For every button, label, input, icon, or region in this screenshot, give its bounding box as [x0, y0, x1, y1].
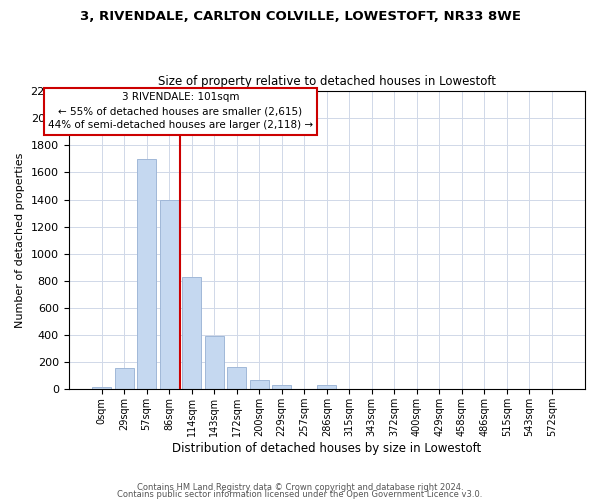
Text: Contains public sector information licensed under the Open Government Licence v3: Contains public sector information licen… [118, 490, 482, 499]
Text: Contains HM Land Registry data © Crown copyright and database right 2024.: Contains HM Land Registry data © Crown c… [137, 484, 463, 492]
Bar [205, 336, 224, 390]
X-axis label: Distribution of detached houses by size in Lowestoft: Distribution of detached houses by size … [172, 442, 481, 455]
Title: Size of property relative to detached houses in Lowestoft: Size of property relative to detached ho… [158, 76, 496, 88]
Bar [317, 385, 337, 390]
Bar [227, 367, 246, 390]
Text: 3 RIVENDALE: 101sqm
← 55% of detached houses are smaller (2,615)
44% of semi-det: 3 RIVENDALE: 101sqm ← 55% of detached ho… [48, 92, 313, 130]
Bar [182, 277, 201, 390]
Bar [250, 380, 269, 390]
Text: 3, RIVENDALE, CARLTON COLVILLE, LOWESTOFT, NR33 8WE: 3, RIVENDALE, CARLTON COLVILLE, LOWESTOF… [79, 10, 521, 23]
Y-axis label: Number of detached properties: Number of detached properties [15, 152, 25, 328]
Bar [115, 368, 134, 390]
Bar [137, 159, 156, 390]
Bar [160, 200, 179, 390]
Bar [272, 385, 291, 390]
Bar [92, 386, 111, 390]
